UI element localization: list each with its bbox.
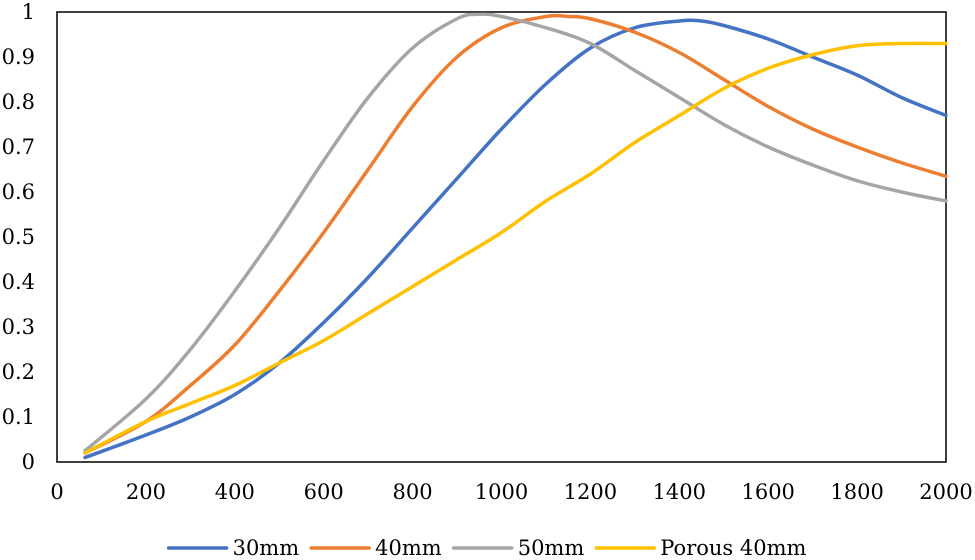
y-tick-label: 0.4 — [2, 270, 35, 294]
y-tick-label: 1 — [22, 0, 35, 24]
x-tick-label: 200 — [126, 480, 166, 504]
x-axis-tick-labels: 0 200 400 600 800 1000 1200 1400 1600 1800 2000 — [50, 480, 972, 504]
x-tick-label: 1400 — [653, 480, 706, 504]
legend: 30mm 40mm 50mm Porous 40mm — [166, 536, 806, 560]
series-line-2 — [83, 13, 948, 455]
y-axis-tick-labels: 0 0.1 0.2 0.3 0.4 0.5 0.6 0.7 0.8 0.9 1 — [2, 0, 35, 474]
y-tick-label: 0.2 — [2, 360, 35, 384]
legend-label: Porous 40mm — [660, 536, 806, 560]
y-tick-label: 0.8 — [2, 90, 35, 114]
series-line-1 — [83, 18, 948, 460]
y-tick-label: 0.6 — [2, 180, 35, 204]
y-tick-label: 0.3 — [2, 315, 35, 339]
legend-label: 30mm — [233, 536, 300, 560]
x-tick-label: 2000 — [919, 480, 972, 504]
x-tick-label: 600 — [304, 480, 344, 504]
series-line-4 — [83, 41, 948, 455]
legend-label: 50mm — [518, 536, 585, 560]
x-tick-label: 1000 — [475, 480, 528, 504]
y-tick-label: 0.7 — [2, 135, 35, 159]
y-tick-label: 0.9 — [2, 45, 35, 69]
legend-label: 40mm — [375, 536, 442, 560]
x-tick-label: 0 — [50, 480, 63, 504]
y-tick-label: 0.5 — [2, 225, 35, 249]
plot-area-frame — [56, 11, 947, 463]
series-line-3 — [83, 12, 948, 453]
x-tick-label: 400 — [215, 480, 255, 504]
x-tick-label: 1200 — [564, 480, 617, 504]
series-lines — [83, 12, 948, 460]
y-tick-label: 0.1 — [2, 405, 35, 429]
x-tick-label: 1600 — [741, 480, 794, 504]
x-tick-label: 800 — [393, 480, 433, 504]
x-tick-label: 1800 — [830, 480, 883, 504]
y-tick-label: 0 — [22, 450, 35, 474]
